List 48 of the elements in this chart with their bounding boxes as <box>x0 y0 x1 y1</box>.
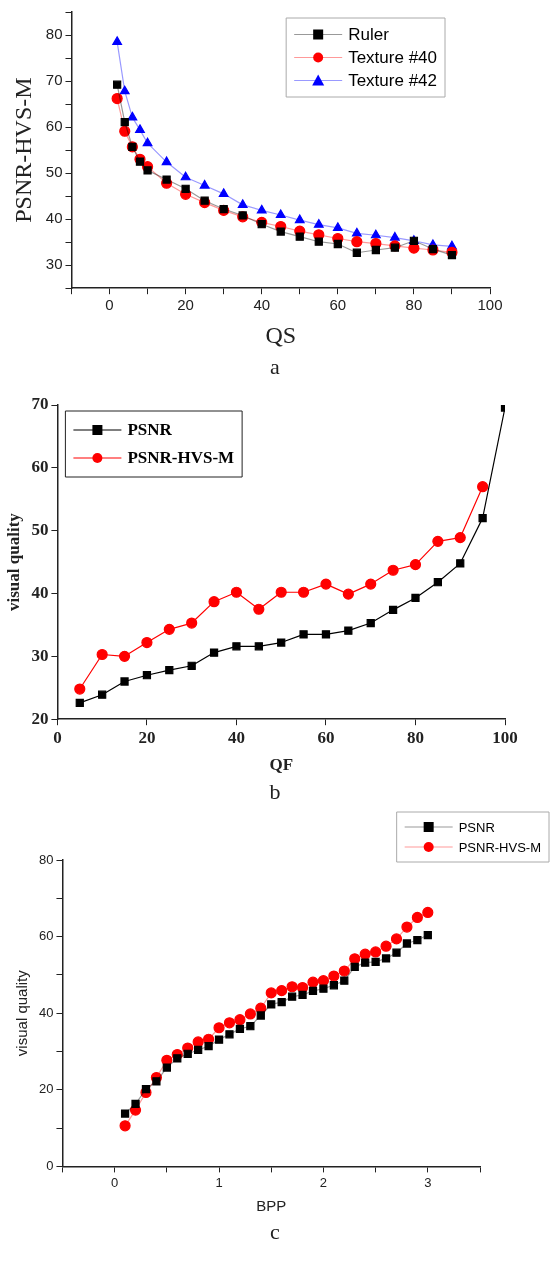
text: b <box>268 779 282 804</box>
x-axis-title: BPP <box>256 1197 287 1215</box>
y-tick-label: 20 <box>38 1081 54 1097</box>
x-tick-label: 40 <box>253 296 271 314</box>
legend-label: PSNR-HVS-M <box>458 839 542 855</box>
legend-label: Ruler <box>348 25 390 45</box>
y-tick-label: 20 <box>31 708 49 728</box>
y-tick-label: 40 <box>31 582 49 602</box>
y-tick-label: 30 <box>45 255 63 273</box>
y-tick-label: 70 <box>45 71 63 89</box>
x-axis-title: QF <box>269 755 293 775</box>
y-tick-label: 50 <box>31 520 49 540</box>
text: c <box>269 1219 281 1244</box>
legend-label: Texture #42 <box>348 71 438 91</box>
x-tick-label: 40 <box>227 727 245 747</box>
legend-label: Texture #40 <box>348 48 438 68</box>
x-tick-label: 60 <box>329 296 347 314</box>
x-tick-label: 0 <box>111 1174 119 1190</box>
y-axis-title: visual quality <box>3 512 23 611</box>
y-tick-label: 80 <box>45 25 63 43</box>
x-tick-label: 1 <box>215 1174 223 1190</box>
y-tick-label: 70 <box>31 394 49 414</box>
x-axis-title: QS <box>265 321 297 348</box>
x-tick-label: 100 <box>477 296 503 314</box>
legend-label: PSNR-HVS-M <box>127 448 235 468</box>
x-tick-label: 60 <box>317 727 335 747</box>
y-tick-label: 60 <box>31 457 49 477</box>
legend-label: PSNR <box>127 420 173 440</box>
y-tick-label: 60 <box>45 117 63 135</box>
x-tick-label: 3 <box>424 1174 432 1190</box>
x-tick-label: 80 <box>405 296 423 314</box>
y-tick-label: 0 <box>46 1157 54 1173</box>
y-axis-title: visual quality <box>13 969 31 1057</box>
legend-label: PSNR <box>458 819 495 835</box>
text: a <box>269 354 281 379</box>
x-tick-label: 80 <box>406 727 424 747</box>
x-tick-label: 2 <box>319 1174 328 1190</box>
y-tick-label: 30 <box>31 645 49 665</box>
x-tick-label: 100 <box>492 727 518 747</box>
y-tick-label: 40 <box>45 209 63 227</box>
x-tick-label: 20 <box>138 727 156 747</box>
x-tick-label: 20 <box>177 296 194 314</box>
y-axis-title: PSNR-HVS-M <box>9 77 36 223</box>
y-tick-label: 80 <box>38 851 54 867</box>
y-tick-label: 50 <box>45 163 63 181</box>
x-tick-label: 0 <box>105 296 114 314</box>
y-tick-label: 40 <box>38 1004 54 1020</box>
y-tick-label: 60 <box>38 928 54 944</box>
